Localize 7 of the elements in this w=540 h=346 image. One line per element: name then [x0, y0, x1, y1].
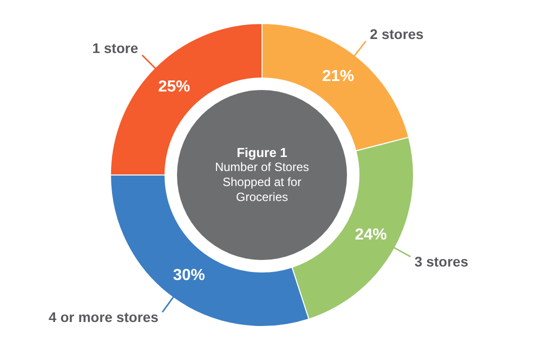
slice-label: 2 stores	[370, 26, 424, 42]
data-label: 21%	[322, 68, 354, 86]
data-label: 30%	[172, 266, 205, 284]
data-label: 24%	[354, 226, 387, 244]
slice-label: 3 stores	[414, 254, 468, 270]
slice-label: 4 or more stores	[48, 308, 159, 325]
slice-label: 1 store	[92, 40, 138, 56]
